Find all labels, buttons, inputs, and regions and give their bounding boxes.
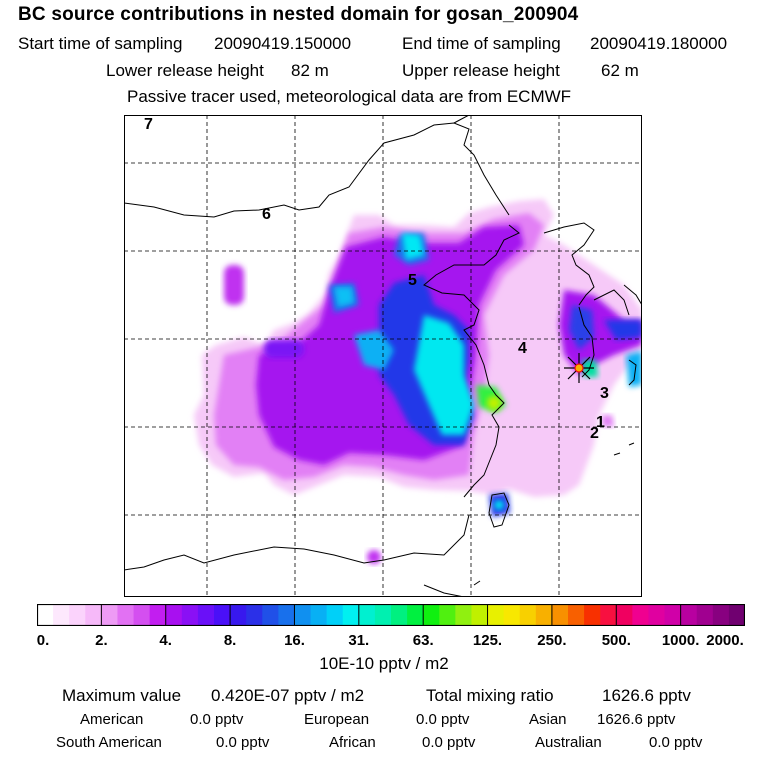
coastlines: [124, 115, 642, 597]
region-value: 0.0 pptv: [649, 734, 703, 751]
region-value: 0.0 pptv: [422, 734, 476, 751]
colorbar-cell: [584, 604, 601, 626]
region-name: African: [329, 734, 376, 751]
region-name: Australian: [535, 734, 602, 751]
colorbar-tick-label: 4.: [159, 632, 172, 649]
colorbar-cell: [358, 604, 376, 626]
lower-height-value: 82 m: [291, 61, 329, 80]
colorbar-cell: [423, 604, 440, 626]
start-time-value: 20090419.150000: [214, 34, 352, 53]
colorbar-cell: [503, 604, 521, 626]
colorbar-cell: [600, 604, 617, 626]
colorbar-tick-label: 125.: [472, 632, 503, 649]
colorbar-cell: [278, 604, 296, 626]
colorbar-cell: [616, 604, 633, 626]
colorbar-cell: [230, 604, 247, 626]
total-mixing-label: Total mixing ratio: [426, 686, 554, 705]
colorbar-cell: [214, 604, 231, 626]
colorbar-cell: [374, 604, 392, 626]
colorbar-cell: [37, 604, 54, 626]
concentration-map: 1 2 3 4 5 6 7: [124, 115, 642, 597]
region-name: Asian: [529, 711, 567, 728]
colorbar-cell: [69, 604, 86, 626]
colorbar-tick-label: 63.: [412, 632, 434, 649]
position-label-2: 2: [590, 425, 599, 442]
colorbar-cell: [246, 604, 263, 626]
max-value: 0.420E-07 pptv / m2: [211, 686, 365, 705]
upper-height-value: 62 m: [601, 61, 639, 80]
total-mixing-value: 1626.6 pptv: [602, 686, 691, 705]
colorbar-cell: [535, 604, 553, 626]
chart-title: BC source contributions in nested domain…: [18, 4, 579, 25]
colorbar-cell: [391, 604, 408, 626]
colorbar-cell: [342, 604, 360, 626]
colorbar-cell: [294, 604, 312, 626]
end-time-label: End time of sampling: [402, 34, 561, 53]
colorbar-cell: [197, 604, 215, 626]
upper-height-label: Upper release height: [402, 61, 560, 80]
colorbar-cell: [712, 604, 730, 626]
colorbar-cell: [519, 604, 537, 626]
region-name: European: [304, 711, 370, 728]
colorbar-cell: [326, 604, 344, 626]
colorbar-cell: [439, 604, 456, 626]
position-label-1: 1: [596, 414, 605, 431]
map-frame: [124, 115, 642, 597]
colorbar-cell: [181, 604, 199, 626]
colorbar-cell: [101, 604, 119, 626]
colorbar-cell: [471, 604, 489, 626]
colorbar-cell: [165, 604, 183, 626]
colorbar-cell: [487, 604, 505, 626]
colorbar-cell: [133, 604, 151, 626]
colorbar-cell: [149, 604, 167, 626]
concentration-field: [194, 199, 642, 564]
colorbar-cell: [455, 604, 473, 626]
colorbar-cell: [53, 604, 70, 626]
colorbar-cell: [696, 604, 714, 626]
tracer-note: Passive tracer used, meteorological data…: [127, 87, 572, 106]
receptor-marker: [564, 353, 594, 383]
region-name: South American: [56, 734, 162, 751]
lower-height-label: Lower release height: [106, 61, 264, 80]
colorbar-cell: [85, 604, 102, 626]
colorbar-tick-label: 1000.: [661, 632, 700, 649]
colorbar-cell: [648, 604, 666, 626]
region-value: 0.0 pptv: [216, 734, 270, 751]
position-label-5: 5: [408, 272, 417, 289]
max-value-label: Maximum value: [62, 686, 182, 705]
colorbar-tick-label: 0.: [36, 632, 50, 649]
colorbar-cell: [117, 604, 135, 626]
colorbar-tick-label: 500.: [601, 632, 631, 649]
region-value: 0.0 pptv: [416, 711, 470, 728]
colorbar-cell: [568, 604, 585, 626]
colorbar-cell: [632, 604, 650, 626]
colorbar-cell: [680, 604, 698, 626]
colorbar-tick-label: 2000.: [706, 632, 744, 649]
colorbar-cell: [551, 604, 569, 626]
position-label-4: 4: [518, 340, 527, 357]
position-label-6: 6: [262, 206, 271, 223]
region-name: American: [80, 711, 144, 728]
colorbar-tick-label: 16.: [284, 632, 305, 649]
region-value: 0.0 pptv: [190, 711, 244, 728]
colorbar-tick-label: 2.: [95, 632, 108, 649]
colorbar-cell: [262, 604, 279, 626]
colorbar-units: 10E-10 pptv / m2: [319, 654, 449, 673]
position-label-7: 7: [144, 116, 153, 133]
position-label-3: 3: [600, 385, 609, 402]
colorbar-cell: [310, 604, 328, 626]
colorbar-cell: [664, 604, 682, 626]
colorbar-tick-label: 8.: [223, 632, 237, 649]
colorbar-tick-label: 31.: [348, 632, 370, 649]
start-time-label: Start time of sampling: [18, 34, 183, 53]
colorbar: [37, 604, 745, 626]
colorbar-cell: [407, 604, 424, 626]
colorbar-cell: [728, 604, 745, 626]
end-time-value: 20090419.180000: [590, 34, 728, 53]
colorbar-tick-label: 250.: [537, 632, 567, 649]
region-value: 1626.6 pptv: [597, 711, 676, 728]
map-grid: [124, 115, 642, 597]
